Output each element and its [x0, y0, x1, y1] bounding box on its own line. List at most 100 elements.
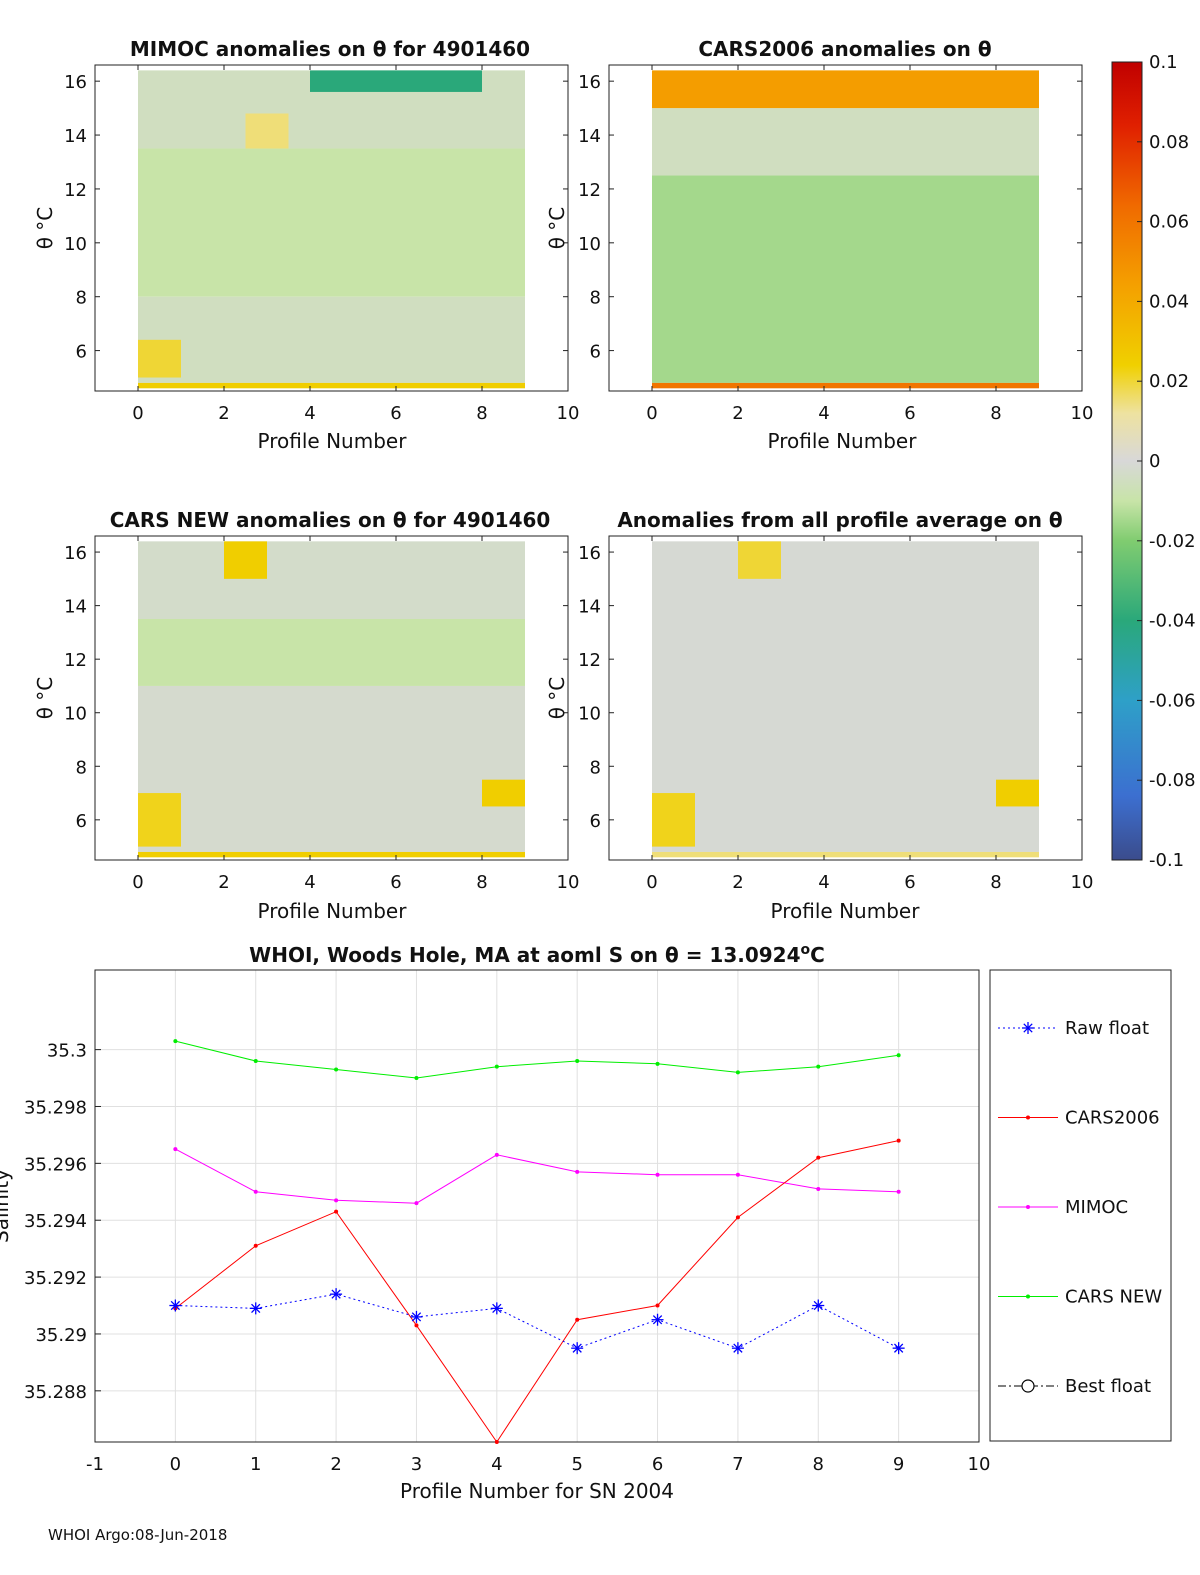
heatmap-band	[652, 175, 1039, 383]
legend-item: Raw float	[998, 1018, 1149, 1039]
y-tick-label: 35.294	[24, 1211, 87, 1232]
data-point	[494, 1440, 499, 1444]
data-point	[414, 1323, 419, 1328]
y-tick-label: 10	[578, 704, 601, 725]
legend-item: Best float	[998, 1376, 1151, 1397]
axes-box	[94, 535, 569, 861]
heatmap-band	[482, 779, 525, 807]
data-point	[253, 1189, 258, 1194]
heatmap-band	[138, 685, 525, 852]
line-x-axis-label: Profile Number for SN 2004	[400, 1479, 674, 1503]
x-tick-label: 0	[132, 403, 143, 424]
x-tick-label: 2	[732, 872, 743, 893]
legend-label: Raw float	[1065, 1018, 1149, 1039]
legend-item: MIMOC	[998, 1197, 1128, 1218]
series-lines	[169, 1039, 905, 1444]
line-chart-tick-labels: -1 0 1 2 3 4 5 6 7 8 9 10 35.288 35.29 35.292 35.294 35.…	[24, 1041, 990, 1475]
x-axis-label: Profile Number	[258, 429, 408, 453]
data-point	[414, 1076, 419, 1081]
heatmap-band	[138, 339, 181, 378]
heatmap-band	[652, 70, 1039, 109]
heatmap-panel-2: CARS2006 anomalies on θ 0 2 4 6 8 10 6 8 10 12 14 1…	[545, 37, 1093, 453]
heatmap-cells	[138, 541, 525, 858]
colorbar-tick-label: 0	[1149, 451, 1160, 472]
y-tick-label: 35.296	[24, 1154, 87, 1175]
line-plot-area	[94, 969, 980, 1443]
x-tick-label: 4	[818, 403, 829, 424]
heatmap-band	[652, 851, 1039, 858]
x-axis-label: Profile Number	[258, 899, 408, 923]
data-point	[731, 1342, 744, 1355]
tick-labels: 0 2 4 6 8 10 6 8 10 12 14 16	[578, 65, 1093, 424]
data-point	[575, 1317, 580, 1322]
x-tick-label: 2	[330, 1454, 341, 1475]
x-tick-label: 0	[132, 872, 143, 893]
axes-box	[608, 535, 1083, 861]
y-tick-label: 35.29	[35, 1325, 87, 1346]
x-tick-label: 6	[652, 1454, 663, 1475]
x-tick-label: 0	[646, 872, 657, 893]
data-point	[812, 1299, 825, 1312]
data-point	[249, 1302, 262, 1315]
x-tick-label: 6	[904, 872, 915, 893]
x-axis-label: Profile Number	[768, 429, 918, 453]
colorbar-tick-label: 0.1	[1149, 52, 1178, 73]
colorbar-tick-label: 0.02	[1149, 371, 1189, 392]
y-axis-label: θ °C	[545, 677, 569, 720]
y-tick-label: 16	[578, 543, 601, 564]
heatmap-band	[652, 793, 695, 847]
heatmap-band	[138, 619, 525, 686]
data-point	[651, 1313, 664, 1326]
colorbar-tick-label: -0.02	[1149, 531, 1196, 552]
colorbar-tick-label: -0.04	[1149, 611, 1196, 632]
y-tick-label: 16	[578, 72, 601, 93]
y-tick-label: 8	[76, 288, 87, 309]
data-point	[655, 1303, 660, 1308]
x-tick-label: -1	[86, 1454, 104, 1475]
y-tick-label: 35.298	[24, 1097, 87, 1118]
data-point	[816, 1155, 821, 1160]
data-point	[655, 1061, 660, 1066]
heatmap-band	[996, 779, 1039, 807]
heatmap-band	[652, 541, 1039, 852]
legend: Raw float CARS2006 MIMOC CARS NEW Best float	[989, 969, 1172, 1442]
gridlines	[94, 969, 980, 1443]
data-point	[816, 1186, 821, 1191]
y-tick-label: 6	[590, 811, 601, 832]
heatmap-cells	[652, 70, 1039, 389]
heatmap-band	[138, 148, 525, 297]
data-point	[253, 1058, 258, 1063]
data-point	[253, 1243, 258, 1248]
heatmap-band	[224, 541, 267, 579]
data-point	[655, 1172, 660, 1177]
x-tick-label: 6	[390, 872, 401, 893]
data-point	[414, 1201, 419, 1206]
data-point	[735, 1172, 740, 1177]
legend-marker	[1026, 1294, 1030, 1299]
data-point	[896, 1053, 901, 1058]
heatmap-band	[138, 793, 181, 847]
x-tick-label: 0	[646, 403, 657, 424]
colorbar-tick-label: -0.1	[1149, 850, 1184, 871]
legend-item: CARS NEW	[998, 1287, 1162, 1308]
data-point	[571, 1342, 584, 1355]
y-tick-label: 14	[578, 126, 601, 147]
heatmap-cells	[652, 541, 1039, 858]
colorbar: 0.1 0.08 0.06 0.04 0.02 0 -0.02 -0.04 -0.06 -0.08…	[1111, 52, 1196, 871]
axes-box	[608, 64, 1083, 392]
series-line-cars2006	[175, 1140, 899, 1443]
y-tick-label: 8	[590, 757, 601, 778]
legend-box	[989, 969, 1172, 1442]
x-tick-label: 4	[304, 872, 315, 893]
data-point	[330, 1288, 343, 1301]
y-axis-label: θ °C	[33, 207, 57, 250]
x-tick-label: 8	[476, 872, 487, 893]
heatmap-band	[738, 541, 781, 579]
x-tick-label: 8	[813, 1454, 824, 1475]
y-tick-label: 12	[578, 180, 601, 201]
data-point	[494, 1152, 499, 1157]
heatmap-band	[652, 382, 1039, 389]
line-plot-frame	[94, 969, 980, 1443]
data-point	[896, 1138, 901, 1143]
